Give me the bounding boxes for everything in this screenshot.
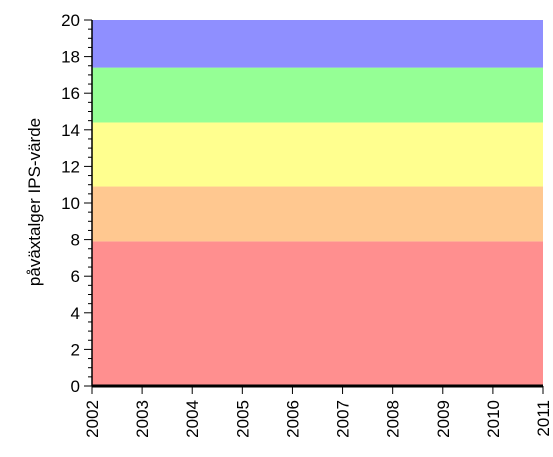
band-1 bbox=[92, 186, 543, 242]
x-tick-label: 2010 bbox=[484, 400, 503, 438]
y-tick-label: 12 bbox=[61, 157, 80, 176]
x-tick-label: 2008 bbox=[384, 400, 403, 438]
band-4 bbox=[92, 20, 543, 68]
y-tick-label: 8 bbox=[71, 231, 80, 250]
y-axis-label: påväxtalger IPS-värde bbox=[25, 118, 44, 286]
x-tick-label: 2007 bbox=[334, 400, 353, 438]
x-tick-label: 2006 bbox=[283, 400, 302, 438]
x-tick-label: 2004 bbox=[183, 400, 202, 438]
x-tick-label: 2003 bbox=[133, 400, 152, 438]
band-3 bbox=[92, 67, 543, 123]
x-tick-label: 2002 bbox=[83, 400, 102, 438]
x-tick-label: 2011 bbox=[534, 400, 553, 437]
y-tick-label: 20 bbox=[61, 11, 80, 30]
y-tick-label: 4 bbox=[71, 304, 80, 323]
x-tick-label: 2009 bbox=[434, 400, 453, 438]
chart-bands bbox=[92, 20, 543, 386]
y-tick-label: 0 bbox=[71, 377, 80, 396]
y-tick-label: 6 bbox=[71, 267, 80, 286]
x-axis-ticks: 2002 2003 2004 2005 2006 2007 2008 2009 2010 2011 bbox=[83, 386, 553, 438]
y-tick-label: 14 bbox=[61, 121, 80, 140]
y-tick-label: 18 bbox=[61, 48, 80, 67]
x-tick-label: 2005 bbox=[233, 400, 252, 438]
y-tick-label: 2 bbox=[71, 340, 80, 359]
y-tick-label: 16 bbox=[61, 84, 80, 103]
y-tick-label: 10 bbox=[61, 194, 80, 213]
band-2 bbox=[92, 122, 543, 187]
y-axis-ticks: 0 2 4 6 8 10 12 14 16 18 20 bbox=[61, 11, 92, 396]
band-0 bbox=[92, 241, 543, 386]
